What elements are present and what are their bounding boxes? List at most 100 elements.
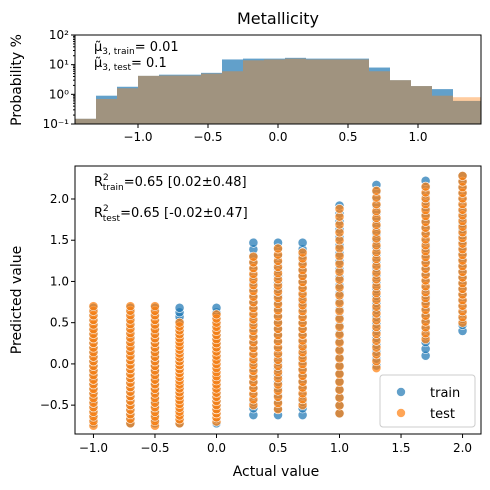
scatter-x-tick-label: 1.5 — [391, 441, 410, 455]
scatter-point-test — [88, 301, 99, 312]
scatter-y-tick-label: 0.5 — [50, 316, 69, 330]
histogram-bar-test — [96, 98, 117, 124]
scatter-x-tick-label: 2.0 — [453, 441, 472, 455]
histogram-bar-test — [306, 59, 327, 124]
histogram-annotation-test: μ̃3, test= 0.1 — [94, 56, 167, 73]
annotation-value: =0.65 [0.02±0.48] — [124, 175, 247, 190]
histogram-bar-test — [348, 59, 369, 124]
annotation-superscript: 2 — [103, 204, 109, 214]
histogram-panel: Metallicity Probability % 10⁻¹10⁰10¹10² … — [9, 9, 482, 144]
histogram-bars — [75, 57, 481, 124]
histogram-bar-train — [243, 58, 264, 124]
histogram-bar-train — [201, 72, 222, 124]
legend-marker-train — [396, 387, 406, 397]
legend-marker-test — [396, 408, 406, 418]
scatter-point-test — [297, 247, 308, 258]
annotation-value: = 0.01 — [135, 40, 179, 55]
histogram-y-axis-label: Probability % — [9, 34, 25, 126]
histogram-bar-train — [327, 58, 348, 124]
scatter-point-test — [371, 185, 382, 196]
histogram-bar-train — [453, 100, 481, 124]
scatter-x-tick-label: −1.0 — [79, 441, 108, 455]
scatter-y-tick-label: 1.5 — [50, 233, 69, 247]
annotation-subscript: train — [103, 183, 124, 193]
histogram-bar-test — [243, 60, 264, 124]
histogram-y-tick-label: 10⁻¹ — [43, 117, 70, 131]
histogram-bar-test — [369, 71, 390, 124]
scatter-point-train — [174, 302, 185, 313]
scatter-y-axis-label: Predicted value — [9, 246, 25, 354]
histogram-y-tick-label: 10¹ — [49, 58, 69, 72]
histogram-bar-test — [453, 97, 481, 124]
histogram-bar-test — [390, 80, 411, 124]
histogram-x-tick-label: 1.0 — [408, 130, 427, 144]
scatter-annotation-train: R2 train=0.65 [0.02±0.48] — [94, 173, 247, 193]
histogram-bar-train — [285, 57, 306, 124]
scatter-x-tick-label: 0.0 — [207, 441, 226, 455]
histogram-bar-test — [159, 75, 180, 124]
scatter-x-axis-label: Actual value — [233, 464, 320, 480]
annotation-superscript: 2 — [103, 173, 109, 183]
histogram-bar-test — [75, 118, 96, 124]
scatter-point-test — [248, 251, 259, 262]
histogram-bar-test — [138, 75, 159, 124]
scatter-x-tick-label: −0.5 — [140, 441, 169, 455]
histogram-bar-train — [222, 59, 243, 124]
histogram-bar-test — [432, 95, 453, 124]
legend-box — [379, 374, 476, 428]
histogram-bar-train — [159, 74, 180, 124]
annotation-value: = 0.1 — [131, 56, 167, 71]
histogram-x-tick-label: 0.0 — [268, 130, 287, 144]
scatter-y-tick-label: −0.5 — [40, 398, 69, 412]
legend-label-test: test — [430, 407, 455, 422]
scatter-y-tick-label: 1.0 — [50, 274, 69, 288]
histogram-bar-train — [138, 75, 159, 124]
histogram-x-tick-label: −0.5 — [193, 130, 222, 144]
scatter-annotation-test: R2 test=0.65 [-0.02±0.47] — [94, 204, 248, 224]
histogram-bar-test — [117, 88, 138, 124]
scatter-frame — [74, 165, 482, 435]
annotation-subscript: 3, test — [102, 63, 131, 73]
annotation-r-symbol: R — [94, 175, 103, 190]
scatter-y-ticks: −0.5 0.0 0.5 1.0 1.5 2.0 — [40, 192, 75, 412]
histogram-bar-test — [180, 75, 201, 124]
histogram-y-ticks: 10⁻¹ 10⁰ 10¹ 10² — [43, 28, 75, 131]
scatter-point-test — [273, 243, 283, 254]
histogram-bar-test — [285, 58, 306, 124]
histogram-bar-train — [306, 58, 327, 124]
histogram-x-ticks: −1.0 −0.5 0.0 0.5 1.0 — [123, 124, 428, 144]
scatter-point-test — [457, 170, 468, 181]
histogram-y-tick-label: 10⁰ — [49, 87, 69, 101]
annotation-r-symbol: R — [94, 206, 103, 221]
histogram-bar-train — [96, 95, 117, 124]
histogram-bar-test — [222, 71, 243, 124]
histogram-bar-test — [201, 73, 222, 124]
histogram-y-tick-label: 10² — [49, 28, 69, 42]
scatter-point-train — [297, 237, 308, 248]
histogram-bar-train — [411, 86, 432, 124]
scatter-point-test — [334, 203, 345, 214]
scatter-x-tick-label: 0.5 — [268, 441, 287, 455]
histogram-frame — [74, 34, 482, 125]
scatter-x-tick-label: 1.0 — [330, 441, 349, 455]
histogram-annotation-train: μ̃3, train= 0.01 — [94, 40, 179, 57]
annotation-mu-symbol: μ̃ — [94, 56, 102, 71]
histogram-x-tick-label: 0.5 — [338, 130, 357, 144]
histogram-bar-test — [327, 59, 348, 124]
histogram-bar-train — [180, 74, 201, 124]
histogram-bar-train — [117, 86, 138, 124]
annotation-mu-symbol: μ̃ — [94, 40, 102, 55]
scatter-point-test — [174, 317, 185, 328]
histogram-bar-train — [369, 67, 390, 124]
histogram-bar-test — [264, 59, 285, 124]
legend: train test — [379, 374, 476, 428]
scatter-point-train — [248, 237, 259, 248]
scatter-point-test — [420, 181, 431, 192]
scatter-panel: Predicted value Actual value −0.5 0.0 0.5 1… — [9, 165, 482, 480]
histogram-bar-train — [348, 58, 369, 124]
annotation-subscript: test — [103, 214, 121, 224]
scatter-y-tick-label: 0.0 — [50, 357, 69, 371]
scatter-x-ticks: −1.0 −0.5 0.0 0.5 1.0 1.5 2.0 — [79, 434, 472, 455]
histogram-x-tick-label: −1.0 — [123, 130, 152, 144]
